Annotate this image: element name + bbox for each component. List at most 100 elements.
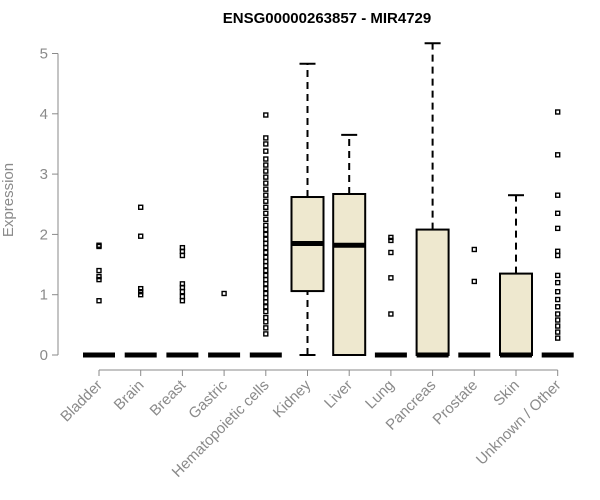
outlier-point [263, 304, 269, 310]
x-tick-label: Bladder [57, 377, 106, 426]
outlier-point [555, 304, 561, 310]
outlier-point [96, 298, 102, 304]
box-group [499, 194, 533, 358]
outlier-point [263, 162, 269, 168]
iqr-box [415, 228, 450, 357]
outlier-point [137, 204, 144, 210]
box-group [458, 246, 491, 358]
outlier-point [137, 285, 144, 292]
outlier-point [263, 244, 269, 251]
box-group [124, 204, 157, 358]
outlier-point [263, 249, 269, 256]
y-axis: 0 1 2 3 4 5 [40, 46, 59, 364]
outlier-point [388, 311, 394, 317]
iqr-box [332, 192, 367, 356]
outlier-point [96, 242, 102, 248]
outlier-point [555, 288, 561, 295]
outlier-point [263, 148, 269, 154]
outlier-point [555, 317, 561, 323]
y-tick-label: 4 [40, 106, 48, 123]
outlier-point [555, 279, 561, 286]
outlier-point [96, 276, 102, 283]
outlier-point [137, 288, 144, 295]
outlier-point [263, 254, 269, 261]
outlier-point [388, 249, 394, 256]
box-group [208, 290, 241, 358]
outlier-point [263, 272, 269, 279]
outlier-point [555, 225, 561, 232]
outlier-point [263, 314, 269, 321]
box-group [332, 133, 367, 356]
outlier-point [471, 246, 477, 253]
outlier-point [555, 109, 561, 115]
outlier-point [388, 234, 394, 241]
chart-title: ENSG00000263857 - MIR4729 [223, 10, 431, 27]
outlier-point [179, 288, 186, 295]
outlier-point [263, 281, 269, 287]
box-group [541, 109, 574, 358]
y-tick-label: 0 [40, 347, 48, 364]
outlier-point [263, 285, 269, 292]
outlier-point [555, 252, 561, 259]
outlier-point [263, 198, 269, 204]
outlier-point [555, 296, 561, 303]
outlier-point [263, 135, 269, 141]
y-tick-label: 5 [40, 46, 48, 63]
outlier-point [263, 325, 269, 331]
x-tick-label: Breast [147, 376, 190, 419]
outlier-point [263, 319, 269, 325]
y-tick-label: 3 [40, 166, 48, 183]
outlier-point [263, 210, 269, 216]
outlier-point [388, 237, 394, 244]
outlier-point [555, 323, 561, 329]
outlier-point [555, 311, 561, 317]
y-tick-label: 2 [40, 226, 48, 243]
outlier-point [179, 281, 186, 287]
outlier-point [555, 335, 561, 341]
outlier-point [263, 308, 269, 315]
outlier-point [96, 267, 102, 274]
outlier-point [263, 331, 269, 337]
outlier-point [263, 258, 269, 265]
outlier-point [263, 263, 269, 269]
x-tick-label: Prostate [430, 377, 482, 429]
y-tick-label: 1 [40, 287, 48, 304]
outlier-point [137, 292, 144, 298]
x-tick-label: Kidney [270, 376, 315, 421]
box-group [374, 234, 407, 358]
outlier-point [263, 267, 269, 274]
outlier-point [179, 244, 186, 251]
outlier-point [179, 298, 186, 304]
x-tick-label: Liver [321, 377, 356, 412]
outlier-point [179, 252, 186, 259]
outlier-point [555, 210, 561, 216]
outlier-point [221, 290, 227, 297]
outlier-point [263, 192, 269, 198]
outlier-point [263, 236, 269, 242]
box-group [249, 112, 282, 358]
box-group [166, 244, 199, 358]
outlier-point [555, 152, 561, 158]
x-tick-label: Brain [111, 377, 148, 414]
outlier-point [263, 141, 269, 147]
iqr-box [499, 272, 533, 356]
outlier-point [179, 293, 186, 300]
y-axis-label: Expression [0, 163, 17, 237]
outlier-point [263, 231, 269, 238]
outlier-point [263, 180, 269, 186]
outlier-point [555, 272, 561, 279]
outlier-point [388, 275, 394, 281]
outlier-point [263, 156, 269, 162]
box-group [415, 42, 450, 358]
outlier-point [263, 204, 269, 210]
plot-area [83, 42, 574, 358]
box-group [83, 242, 115, 358]
outlier-point [263, 186, 269, 192]
outlier-point [263, 168, 269, 174]
outlier-point [137, 233, 144, 239]
outlier-point [555, 192, 561, 198]
outlier-point [263, 290, 269, 297]
box-group [290, 62, 325, 356]
